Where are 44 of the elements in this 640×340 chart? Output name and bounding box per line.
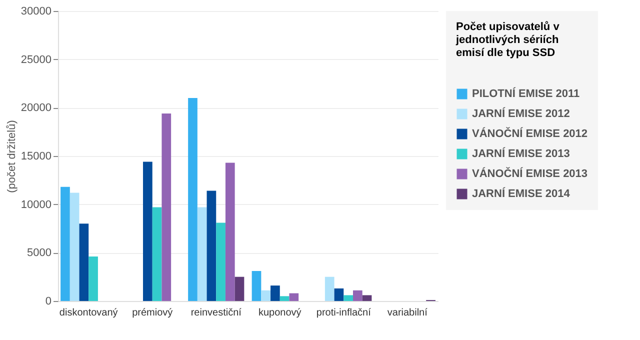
- bar: [162, 113, 172, 301]
- legend-label: JARNÍ EMISE 2013: [472, 147, 570, 160]
- x-tick-label: diskontovaný: [59, 308, 118, 318]
- bar: [197, 207, 207, 301]
- y-axis-title: (počet držitelů): [6, 120, 18, 193]
- x-tick-label: variabilní: [387, 308, 428, 318]
- bar: [289, 293, 299, 301]
- bar: [252, 271, 262, 301]
- y-tick-label: 5000: [27, 247, 52, 260]
- bar: [362, 295, 372, 301]
- bar: [188, 98, 198, 301]
- bar: [88, 256, 98, 301]
- bar: [79, 224, 89, 301]
- bar: [143, 162, 152, 301]
- legend-label: JARNÍ EMISE 2014: [472, 187, 571, 200]
- y-tick-label: 25000: [20, 54, 52, 66]
- y-tick-label: 20000: [20, 102, 52, 114]
- x-tick-label: prémiový: [132, 308, 173, 318]
- bar: [334, 288, 344, 301]
- bar: [324, 276, 334, 301]
- bar: [280, 296, 290, 301]
- bar: [261, 290, 271, 301]
- x-tick-label: reinvestiční: [190, 308, 242, 318]
- x-tick-label: proti-inflační: [316, 308, 372, 318]
- y-tick-label: 15000: [20, 150, 52, 162]
- bar: [225, 162, 235, 301]
- bar: [352, 290, 362, 301]
- y-tick-label: 10000: [20, 198, 52, 211]
- bar: [270, 286, 280, 301]
- bar: [344, 295, 353, 301]
- bar: [70, 192, 80, 301]
- bar: [152, 207, 162, 301]
- legend-label: VÁNOČNÍ EMISE 2012: [472, 127, 588, 140]
- legend-label: PILOTNÍ EMISE 2011: [472, 87, 580, 100]
- y-tick-label: 30000: [20, 6, 52, 18]
- bar: [206, 190, 216, 301]
- bar: [216, 222, 226, 301]
- legend-label: VÁNOČNÍ EMISE 2013: [472, 167, 588, 180]
- legend-title: Počet upisovatelů v jednotlivých sériích emisí dle typu SSD: [455, 21, 560, 59]
- legend-label: JARNÍ EMISE 2012: [472, 107, 570, 120]
- y-tick-label: 0: [45, 296, 52, 308]
- bar: [234, 276, 244, 301]
- x-tick-label: kuponový: [258, 308, 302, 318]
- bar: [60, 186, 70, 301]
